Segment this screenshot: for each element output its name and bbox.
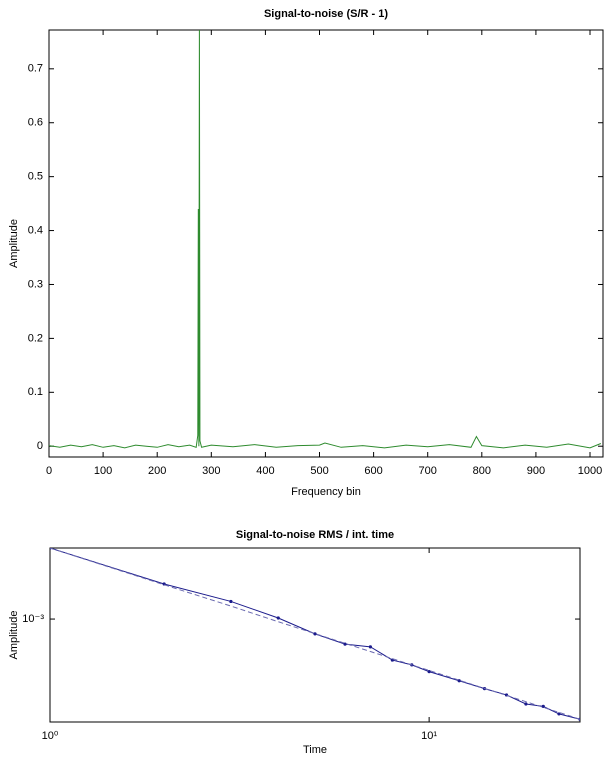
x-tick-label: 1000 xyxy=(578,465,602,477)
data-point xyxy=(427,670,431,674)
x-tick-label: 100 xyxy=(94,465,112,477)
plot-lines xyxy=(50,548,580,721)
x-tick-label: 700 xyxy=(419,465,437,477)
data-point xyxy=(229,599,233,604)
chart-title: Signal-to-noise RMS / int. time xyxy=(236,529,394,541)
data-point xyxy=(313,632,317,636)
y-tick-label: 0.4 xyxy=(28,224,43,236)
x-tick-label: 600 xyxy=(364,465,382,477)
series-line xyxy=(50,548,580,720)
data-point xyxy=(457,679,461,683)
y-tick-label: 0.5 xyxy=(28,171,43,183)
y-axis-label: Amplitude xyxy=(8,219,20,268)
x-tick-label: 10¹ xyxy=(421,730,437,742)
y-tick-label: 0.1 xyxy=(28,386,43,398)
y-tick-label: 0.7 xyxy=(28,63,43,75)
y-tick-label: 0.3 xyxy=(28,278,43,290)
plot-lines xyxy=(49,30,602,449)
y-tick-label: 0.6 xyxy=(28,117,43,129)
x-tick-label: 200 xyxy=(148,465,166,477)
x-tick-label: 10⁰ xyxy=(42,730,59,742)
y-tick-label: 0.2 xyxy=(28,332,43,344)
data-point xyxy=(524,702,528,706)
x-tick-label: 800 xyxy=(473,465,491,477)
y-tick-label: 10⁻³ xyxy=(22,613,44,625)
x-tick-label: 500 xyxy=(310,465,328,477)
x-tick-label: 900 xyxy=(527,465,545,477)
data-point xyxy=(557,712,561,716)
x-tick-label: 0 xyxy=(46,465,52,477)
series-line xyxy=(49,30,602,449)
y-tick-label: 0 xyxy=(37,440,43,452)
x-tick-label: 400 xyxy=(256,465,274,477)
chart-title: Signal-to-noise (S/R - 1) xyxy=(264,8,388,20)
data-point xyxy=(276,616,280,620)
x-tick-label: 300 xyxy=(202,465,220,477)
data-point xyxy=(343,642,347,646)
y-axis-label: Amplitude xyxy=(8,611,20,660)
data-point xyxy=(368,645,373,649)
plot-area xyxy=(48,29,604,458)
x-axis-label: Frequency bin xyxy=(291,486,361,498)
x-axis-label: Time xyxy=(303,744,327,756)
data-point xyxy=(541,704,545,709)
